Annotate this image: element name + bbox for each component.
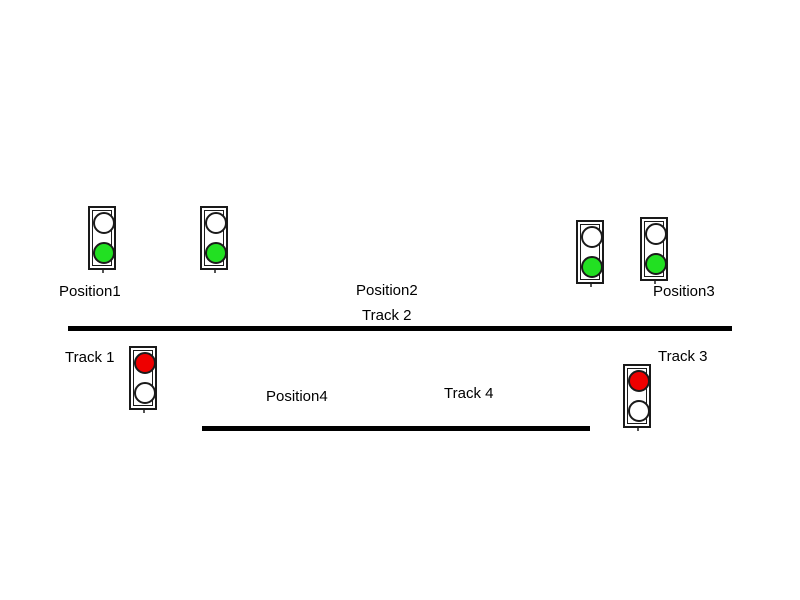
traffic-light-signal-6 [623, 364, 651, 431]
traffic-light-signal-1 [88, 206, 116, 273]
track-1-label: Track 1 [65, 349, 115, 366]
signal-lamp-bottom [645, 253, 667, 275]
signal-lamp-bottom [581, 256, 603, 278]
position-1-label: Position1 [59, 283, 121, 300]
signal-lamp-top [205, 212, 227, 234]
track-3-label: Track 3 [658, 348, 708, 365]
position-2-label: Position2 [356, 282, 418, 299]
signal-lamp-bottom [93, 242, 115, 264]
signal-post [637, 428, 639, 431]
signal-lamp-top [628, 370, 650, 392]
signal-post [102, 270, 104, 273]
signal-post [590, 284, 592, 287]
signal-lamp-bottom [134, 382, 156, 404]
signal-lamp-bottom [628, 400, 650, 422]
track-2-line [68, 326, 732, 331]
signal-lamp-top [645, 223, 667, 245]
signal-lamp-top [93, 212, 115, 234]
signal-lamp-top [134, 352, 156, 374]
track-4-label: Track 4 [444, 385, 494, 402]
signal-lamp-top [581, 226, 603, 248]
traffic-light-signal-4 [640, 217, 668, 284]
track-2-label: Track 2 [362, 307, 412, 324]
signal-post [214, 270, 216, 273]
traffic-light-signal-2 [200, 206, 228, 273]
track-4-line [202, 426, 590, 431]
traffic-light-signal-3 [576, 220, 604, 287]
position-3-label: Position3 [653, 283, 715, 300]
traffic-light-signal-5 [129, 346, 157, 413]
position-4-label: Position4 [266, 388, 328, 405]
signal-post [654, 281, 656, 284]
signal-post [143, 410, 145, 413]
signal-lamp-bottom [205, 242, 227, 264]
